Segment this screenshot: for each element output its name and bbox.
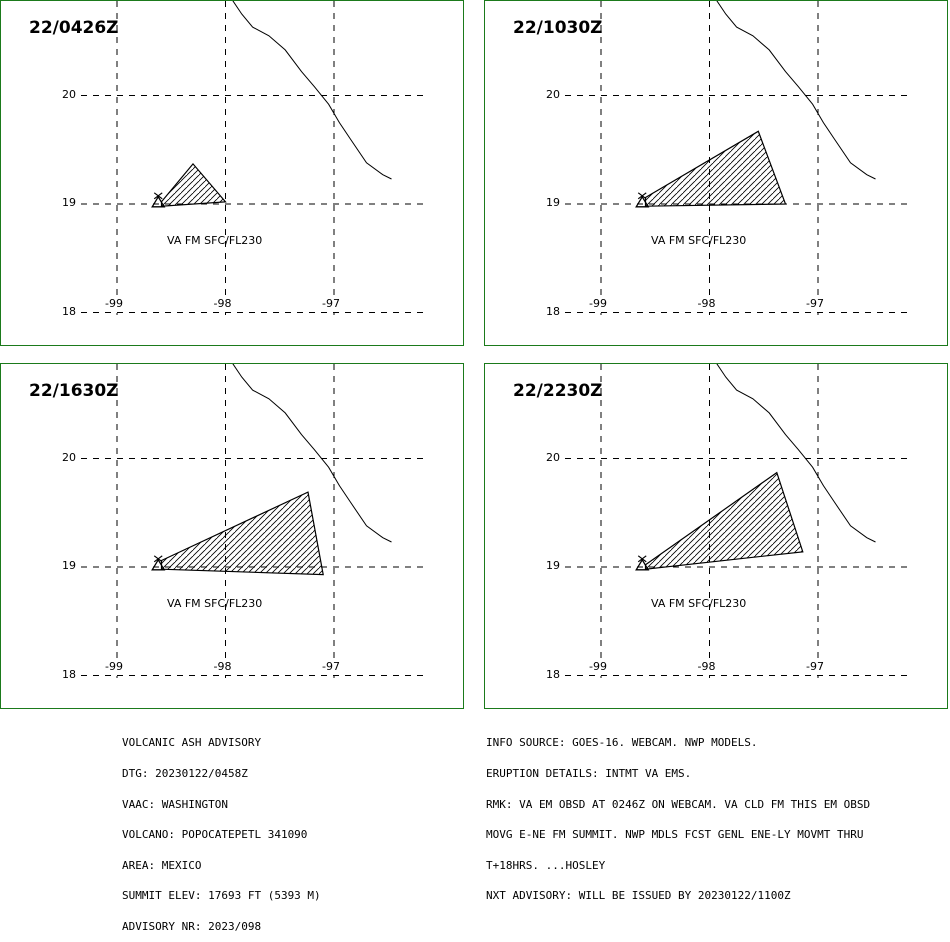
panel-time-title: 22/1630Z bbox=[29, 381, 119, 401]
va-height-label: VA FM SFC/FL230 bbox=[167, 597, 263, 610]
latitude-label: 20 bbox=[62, 450, 76, 464]
advisory-line: VOLCANIC ASH ADVISORY bbox=[122, 736, 262, 750]
panel-time-title: 22/1030Z bbox=[513, 18, 603, 38]
longitude-label: -99 bbox=[588, 660, 608, 673]
latitude-label: 18 bbox=[62, 667, 76, 681]
longitude-label: -98 bbox=[212, 660, 233, 673]
volcano-icon bbox=[635, 192, 650, 208]
advisory-line: T+18HRS. ...HOSLEY bbox=[486, 858, 606, 872]
latitude-label: 19 bbox=[62, 559, 76, 572]
volcano-icon bbox=[151, 555, 166, 571]
ash-cloud-polygon bbox=[160, 162, 227, 207]
forecast-panel-2230: 22/2230Z 20 19 18 -99 -98 -97 VA FM SFC/FL230 bbox=[484, 363, 948, 709]
map-canvas bbox=[81, 364, 425, 678]
longitude-label: -97 bbox=[805, 660, 825, 673]
longitude-label: -98 bbox=[696, 660, 717, 673]
va-height-label: VA FM SFC/FL230 bbox=[167, 234, 263, 247]
map-canvas bbox=[565, 1, 909, 315]
longitude-label: -97 bbox=[321, 297, 341, 310]
latitude-label: 20 bbox=[546, 87, 560, 101]
ash-cloud-polygon bbox=[644, 471, 804, 570]
advisory-info-right: INFO SOURCE: GOES-16. WEBCAM. NWP MODELS… bbox=[486, 718, 870, 912]
advisory-line: SUMMIT ELEV: 17693 FT (5393 M) bbox=[122, 889, 321, 903]
ash-cloud-polygon bbox=[644, 130, 787, 207]
longitude-label: -99 bbox=[104, 660, 124, 673]
volcano-icon bbox=[151, 192, 166, 208]
coastline bbox=[716, 1, 876, 180]
longitude-label: -97 bbox=[321, 660, 341, 673]
volcano-icon bbox=[635, 555, 650, 571]
advisory-line: NXT ADVISORY: WILL BE ISSUED BY 20230122… bbox=[486, 889, 791, 903]
latitude-label: 18 bbox=[546, 667, 560, 681]
coastline bbox=[716, 364, 876, 543]
latitude-label: 20 bbox=[546, 450, 560, 464]
latitude-label: 19 bbox=[546, 559, 560, 572]
forecast-panel-1030: 22/1030Z 20 19 18 -99 -98 -97 VA FM SFC/FL230 bbox=[484, 0, 948, 346]
coastline bbox=[232, 1, 392, 180]
latitude-label: 19 bbox=[546, 196, 560, 209]
advisory-line: AREA: MEXICO bbox=[122, 858, 202, 872]
forecast-panel-1630: 22/1630Z 20 19 18 -99 -98 -97 VA FM SFC/FL230 bbox=[0, 363, 464, 709]
advisory-line: ERUPTION DETAILS: INTMT VA EMS. bbox=[486, 767, 692, 780]
coastline bbox=[232, 364, 392, 543]
advisory-line: VOLCANO: POPOCATEPETL 341090 bbox=[122, 828, 308, 842]
panel-time-title: 22/0426Z bbox=[29, 18, 119, 38]
advisory-line: DTG: 20230122/0458Z bbox=[122, 767, 248, 780]
advisory-line: RMK: VA EM OBSD AT 0246Z ON WEBCAM. VA C… bbox=[486, 797, 871, 811]
longitude-label: -99 bbox=[588, 297, 608, 310]
latitude-label: 18 bbox=[62, 304, 76, 318]
map-canvas bbox=[81, 1, 425, 315]
panel-time-title: 22/2230Z bbox=[513, 381, 603, 401]
ash-cloud-polygon bbox=[160, 491, 324, 576]
latitude-label: 20 bbox=[62, 87, 76, 101]
advisory-line: INFO SOURCE: GOES-16. WEBCAM. NWP MODELS… bbox=[486, 736, 758, 750]
latitude-label: 18 bbox=[546, 304, 560, 318]
longitude-label: -98 bbox=[696, 297, 717, 310]
advisory-line: MOVG E-NE FM SUMMIT. NWP MDLS FCST GENL … bbox=[486, 828, 864, 842]
map-canvas bbox=[565, 364, 909, 678]
va-height-label: VA FM SFC/FL230 bbox=[651, 234, 747, 247]
forecast-panel-0422: 22/0426Z 20 19 18 -99 -98 -97 VA FM SFC/FL230 bbox=[0, 0, 464, 346]
longitude-label: -99 bbox=[104, 297, 124, 310]
va-height-label: VA FM SFC/FL230 bbox=[651, 597, 747, 610]
longitude-label: -97 bbox=[805, 297, 825, 310]
longitude-label: -98 bbox=[212, 297, 233, 310]
latitude-label: 19 bbox=[62, 196, 76, 209]
advisory-line: VAAC: WASHINGTON bbox=[122, 797, 228, 811]
advisory-info-left: VOLCANIC ASH ADVISORY DTG: 20230122/0458… bbox=[122, 718, 321, 942]
advisory-line: ADVISORY NR: 2023/098 bbox=[122, 919, 262, 933]
